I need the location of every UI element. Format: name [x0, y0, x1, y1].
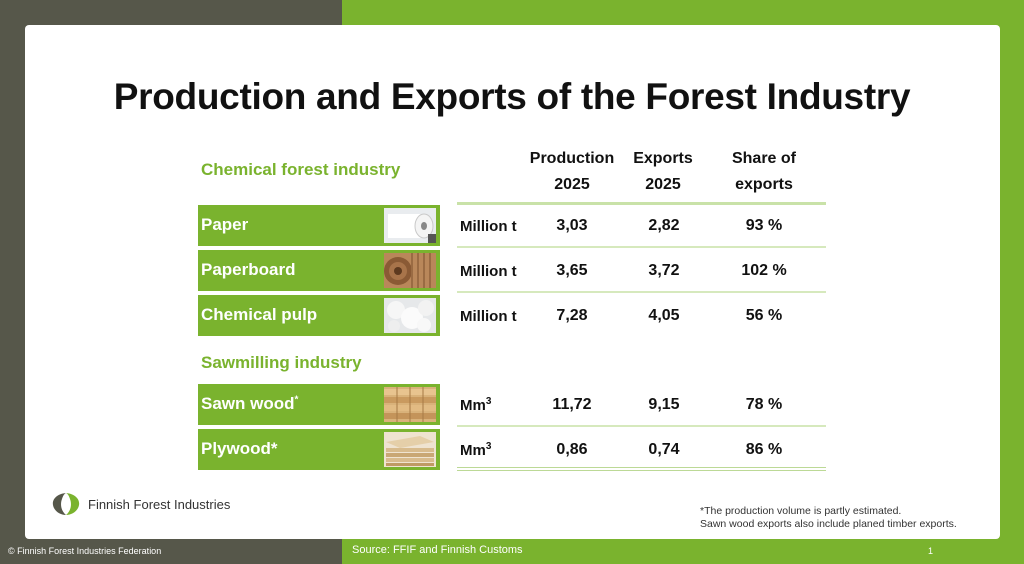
row-label-text: Plywood* — [201, 439, 278, 458]
row-unit: Million t — [460, 262, 517, 280]
row-exports: 2,82 — [648, 217, 680, 234]
section-chemical: Chemical forest industry — [201, 160, 401, 179]
pulp-icon — [384, 298, 436, 333]
row-unit-sup: 3 — [485, 396, 492, 407]
row-label-text: Paper — [201, 215, 249, 234]
column-header-production-line2: 2025 — [554, 176, 590, 193]
row-share: 56 % — [745, 307, 783, 324]
column-header-production-line1: Production — [529, 150, 615, 167]
row-unit-text: Million t — [460, 308, 517, 325]
row-unit: Mm3 — [460, 441, 491, 459]
leaf-logo-icon — [52, 493, 80, 515]
row-exports: 9,15 — [648, 396, 680, 413]
section-sawmilling: Sawmilling industry — [201, 353, 362, 372]
row-unit: Mm3 — [460, 396, 491, 414]
row-divider — [457, 291, 826, 293]
footer-source: Source: FFIF and Finnish Customs — [352, 544, 523, 556]
row-production: 7,28 — [556, 307, 588, 324]
row-label-name: Sawn wood — [201, 394, 295, 413]
lumber-stack-icon — [384, 387, 436, 422]
column-header-share-line2: exports — [735, 176, 793, 193]
row-label-mark: * — [294, 394, 299, 406]
row-production: 11,72 — [552, 396, 592, 413]
row-label-sawn-wood: Sawn wood* — [198, 384, 440, 425]
row-unit-text: Million t — [460, 218, 517, 235]
row-label-chemical-pulp: Chemical pulp — [198, 295, 440, 336]
slide-card — [25, 25, 1000, 539]
row-share: 102 % — [741, 262, 787, 279]
row-label-text: Sawn wood* — [201, 394, 298, 414]
footnote: *The production volume is partly estimat… — [700, 505, 957, 531]
paper-roll-icon — [384, 208, 436, 243]
column-header-production: Production 2025 — [522, 146, 622, 198]
footer-copyright: © Finnish Forest Industries Federation — [8, 546, 162, 556]
row-unit: Million t — [460, 307, 517, 325]
row-unit: Million t — [460, 217, 517, 235]
row-production: 0,86 — [556, 441, 588, 458]
row-share: 78 % — [745, 396, 783, 413]
row-exports: 3,72 — [648, 262, 680, 279]
row-label-text: Chemical pulp — [201, 305, 318, 324]
row-production: 3,03 — [556, 217, 588, 234]
row-unit-text: Mm — [460, 397, 486, 414]
column-header-exports-line2: 2025 — [645, 176, 681, 193]
column-header-exports-line1: Exports — [633, 150, 693, 167]
row-share: 86 % — [745, 441, 783, 458]
footnote-line2: Sawn wood exports also include planed ti… — [700, 518, 957, 530]
header-divider — [457, 202, 826, 205]
row-exports: 4,05 — [648, 307, 680, 324]
row-divider — [457, 246, 826, 248]
row-label-text: Paperboard — [201, 260, 296, 279]
row-share: 93 % — [745, 217, 783, 234]
page-number: 1 — [928, 546, 934, 556]
cardboard-roll-icon — [384, 253, 436, 288]
row-label-paperboard: Paperboard — [198, 250, 440, 291]
plywood-stack-icon — [384, 432, 436, 467]
row-unit-text: Mm — [460, 442, 486, 459]
row-divider — [457, 425, 826, 427]
page-title: Production and Exports of the Forest Ind… — [113, 76, 911, 117]
row-label-paper: Paper — [198, 205, 440, 246]
row-unit-sup: 3 — [485, 441, 492, 452]
column-header-exports: Exports 2025 — [623, 146, 703, 198]
column-header-share: Share of exports — [714, 146, 814, 198]
footnote-line1: *The production volume is partly estimat… — [700, 505, 902, 517]
row-unit-text: Million t — [460, 263, 517, 280]
column-header-share-line1: Share of — [731, 150, 796, 167]
row-production: 3,65 — [556, 262, 588, 279]
row-exports: 0,74 — [648, 441, 680, 458]
table-bottom-divider — [457, 467, 826, 471]
row-label-plywood: Plywood* — [198, 429, 440, 470]
logo-text: Finnish Forest Industries — [88, 497, 231, 512]
